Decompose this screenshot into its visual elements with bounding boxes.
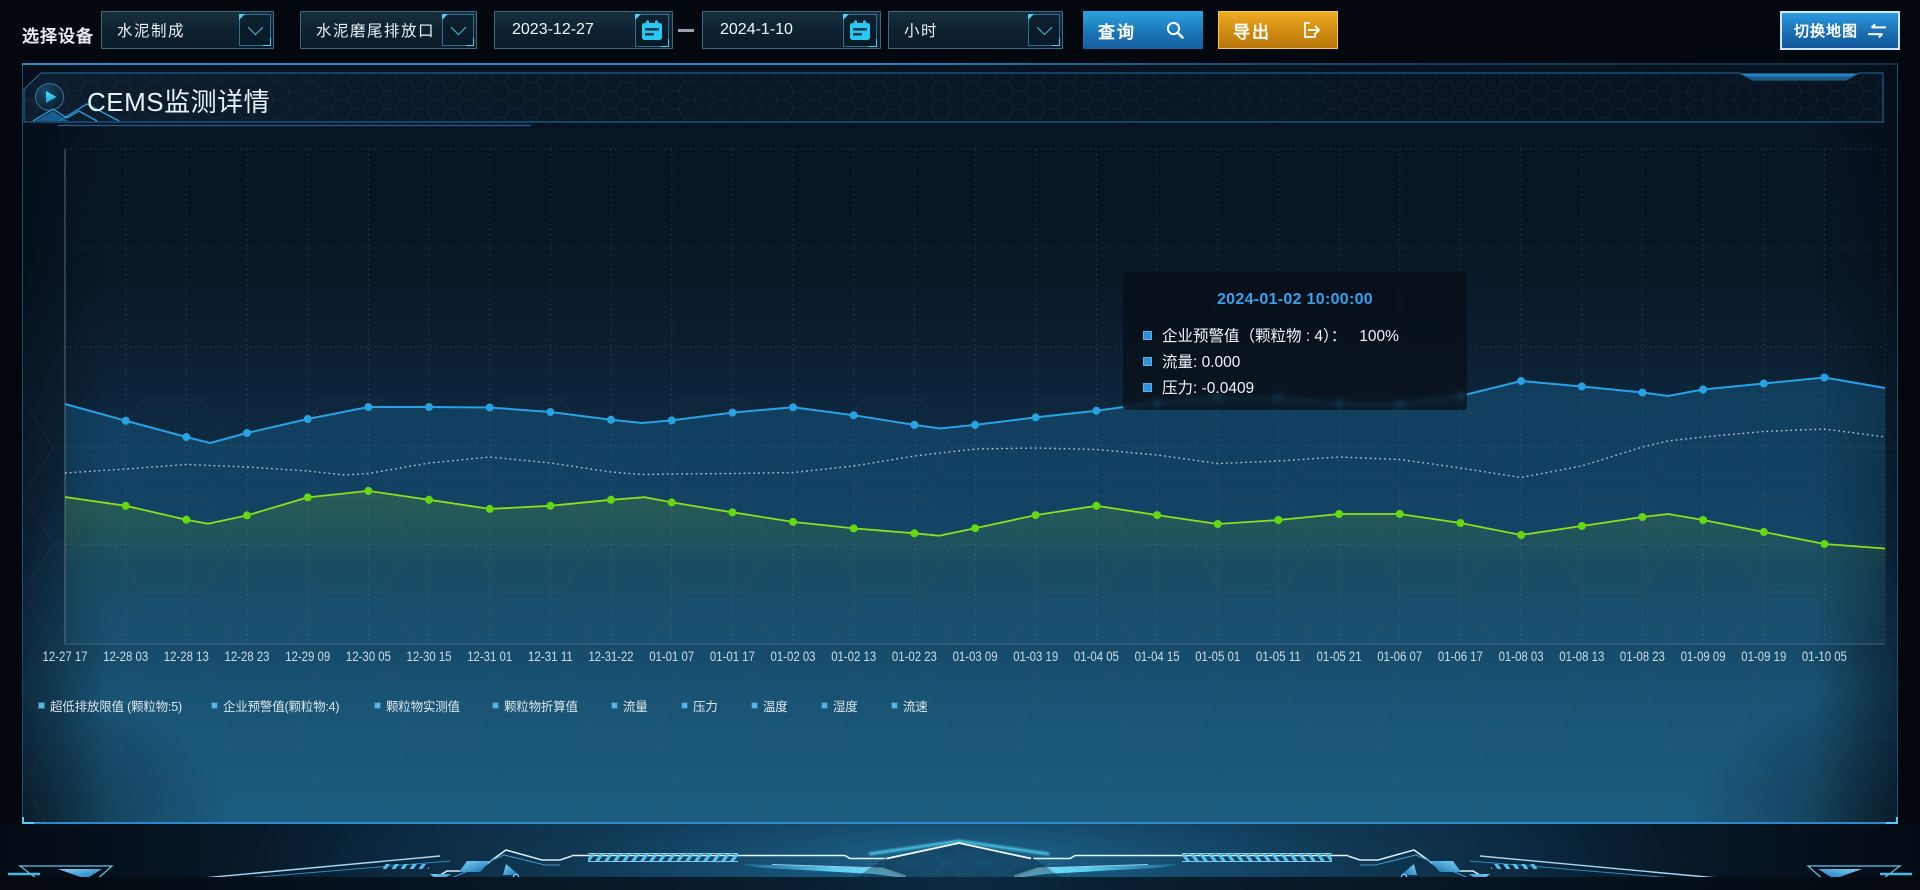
svg-text:01-10 05: 01-10 05 [1802,649,1847,664]
svg-text:01-02 13: 01-02 13 [831,649,876,664]
svg-text:01-04 05: 01-04 05 [1074,649,1119,664]
svg-text:01-05 01: 01-05 01 [1195,649,1240,664]
svg-text:01-04 15: 01-04 15 [1135,649,1180,664]
svg-text:01-02 03: 01-02 03 [771,649,816,664]
svg-text:01-08 13: 01-08 13 [1559,649,1604,664]
svg-text:01-05 21: 01-05 21 [1317,649,1362,664]
svg-text:01-09 19: 01-09 19 [1741,649,1786,664]
svg-text:12-28 03: 12-28 03 [103,649,148,664]
svg-text:12-31 11: 12-31 11 [528,649,573,664]
svg-text:12-30 15: 12-30 15 [407,649,452,664]
svg-text:01-06 07: 01-06 07 [1377,649,1422,664]
svg-text:12-28 13: 12-28 13 [164,649,209,664]
svg-text:12-27 17: 12-27 17 [43,649,88,664]
svg-text:01-08 23: 01-08 23 [1620,649,1665,664]
svg-text:01-03 19: 01-03 19 [1013,649,1058,664]
svg-text:12-28 23: 12-28 23 [225,649,270,664]
svg-text:12-31-22: 12-31-22 [589,649,634,664]
svg-text:01-09 09: 01-09 09 [1681,649,1726,664]
svg-text:01-08 03: 01-08 03 [1499,649,1544,664]
svg-text:01-01 17: 01-01 17 [710,649,755,664]
svg-text:01-05 11: 01-05 11 [1256,649,1301,664]
svg-text:12-30 05: 12-30 05 [346,649,391,664]
svg-text:01-01 07: 01-01 07 [649,649,694,664]
svg-text:01-02 23: 01-02 23 [892,649,937,664]
svg-text:12-31 01: 12-31 01 [467,649,512,664]
svg-text:12-29 09: 12-29 09 [285,649,330,664]
svg-text:01-06 17: 01-06 17 [1438,649,1483,664]
svg-text:01-03 09: 01-03 09 [953,649,998,664]
